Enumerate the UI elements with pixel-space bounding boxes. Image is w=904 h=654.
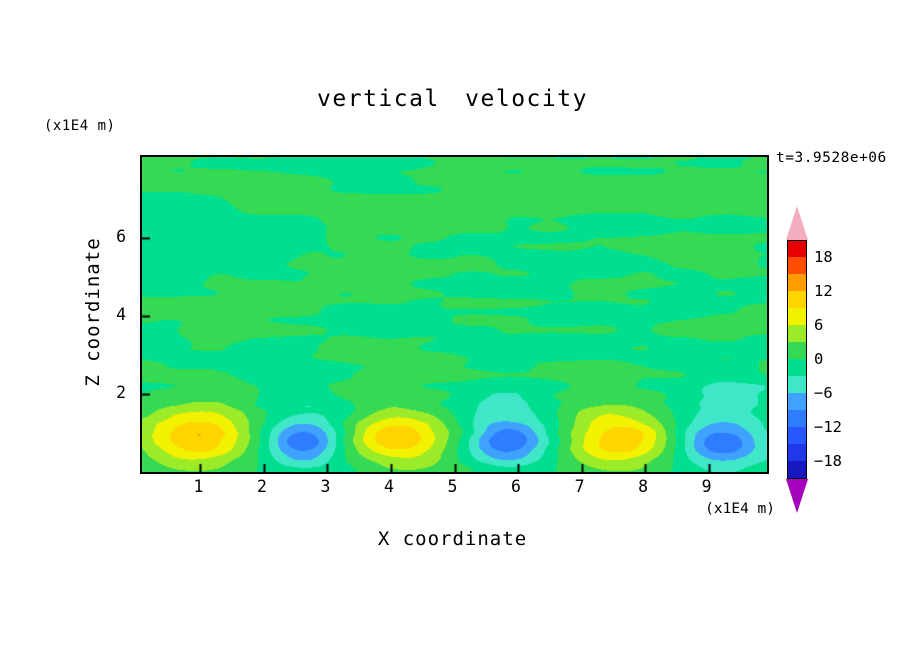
colorbar-label: 6 bbox=[814, 316, 824, 334]
colorbar-segment bbox=[787, 393, 807, 411]
y-tick-label: 6 bbox=[116, 227, 126, 247]
colorbar-label: −6 bbox=[814, 384, 833, 402]
x-tick-label: 2 bbox=[256, 477, 267, 496]
colorbar-segment bbox=[787, 274, 807, 292]
colorbar-label: 0 bbox=[814, 350, 824, 368]
colorbar-segment bbox=[787, 410, 807, 428]
chart-title: vertical velocity bbox=[317, 86, 588, 112]
colorbar-segment bbox=[787, 291, 807, 309]
colorbar-over-arrow bbox=[786, 206, 808, 240]
y-tick-label: 2 bbox=[116, 383, 126, 403]
x-tick-label: 3 bbox=[320, 477, 331, 496]
colorbar-under-arrow bbox=[786, 479, 808, 513]
colorbar-segment bbox=[787, 461, 807, 479]
colorbar-segment bbox=[787, 376, 807, 394]
colorbar-segment bbox=[787, 257, 807, 275]
x-axis-label: X coordinate bbox=[377, 528, 528, 550]
x-tick-label: 1 bbox=[193, 477, 204, 496]
colorbar-segment bbox=[787, 342, 807, 360]
colorbar-label: 18 bbox=[814, 248, 833, 266]
x-tick-label: 8 bbox=[638, 477, 649, 496]
colorbar-label: 12 bbox=[814, 282, 833, 300]
colorbar-segment bbox=[787, 240, 807, 258]
x-axis-unit: (x1E4 m) bbox=[705, 501, 775, 517]
colorbar-label: −18 bbox=[814, 452, 842, 470]
colorbar-label: −12 bbox=[814, 418, 842, 436]
x-tick-label: 9 bbox=[701, 477, 712, 496]
x-tick-label: 4 bbox=[384, 477, 394, 496]
x-tick-label: 7 bbox=[574, 477, 585, 496]
y-tick-label: 4 bbox=[116, 305, 126, 325]
colorbar-segment bbox=[787, 444, 807, 462]
y-axis-unit: (x1E4 m) bbox=[44, 118, 116, 134]
contour-plot-canvas bbox=[140, 155, 769, 474]
timestamp-label: t=3.9528e+06 bbox=[776, 150, 887, 166]
colorbar-segment bbox=[787, 308, 807, 326]
colorbar-segment bbox=[787, 359, 807, 377]
x-tick-label: 6 bbox=[511, 477, 521, 496]
colorbar-segment bbox=[787, 427, 807, 445]
colorbar-segment bbox=[787, 325, 807, 343]
x-tick-label: 5 bbox=[447, 477, 458, 496]
